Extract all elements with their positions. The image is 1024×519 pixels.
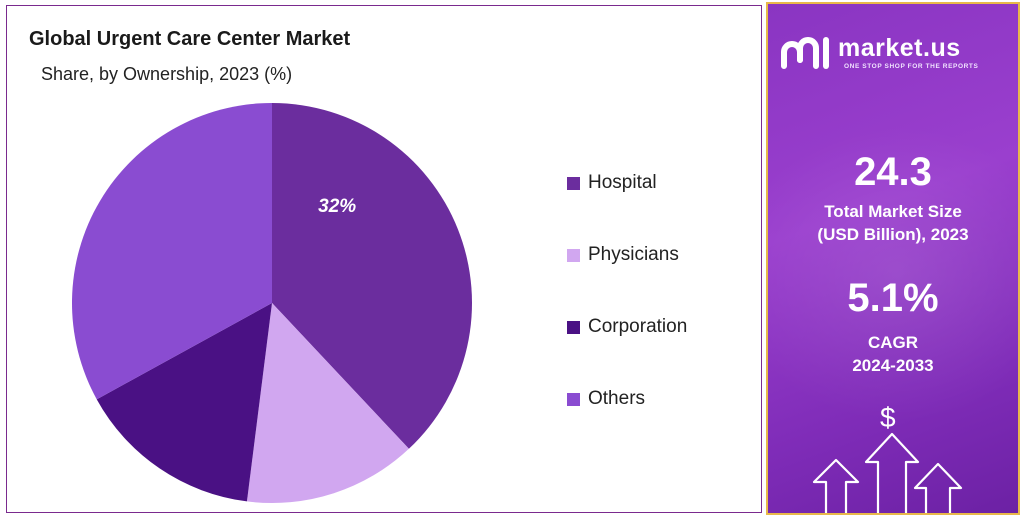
legend-item-hospital: Hospital [567,169,687,197]
legend-swatch [567,392,580,406]
chart-title: Global Urgent Care Center Market [29,28,351,50]
cagr-label-line2: 2024-2033 [852,356,934,375]
market-size-value: 24.3 [854,150,932,194]
brand-name: market.us [838,34,961,62]
cagr-label-line1: CAGR [867,333,919,352]
chart-legend: Hospital Physicians Corporation Others [567,169,687,457]
legend-swatch [567,176,580,190]
legend-label: Hospital [588,172,657,193]
legend-swatch [567,248,580,262]
chart-subtitle: Share, by Ownership, 2023 (%) [41,64,293,84]
cagr-value: 5.1% [847,276,939,320]
data-label-hospital: 32% [318,196,356,217]
brand-logo-icon [781,37,829,69]
legend-label: Physicians [588,244,679,265]
pie-slice-hospital [272,103,472,449]
growth-arrows-icon [812,432,963,513]
market-size-label-line1: Total Market Size [824,202,962,221]
legend-item-corporation: Corporation [567,313,687,341]
pie-slice-others [72,103,273,400]
pie-chart: 32% [72,103,472,503]
summary-panel: market.us ONE STOP SHOP FOR THE REPORTS … [766,2,1020,515]
legend-item-physicians: Physicians [567,241,687,269]
legend-swatch [567,320,580,334]
brand-tagline: ONE STOP SHOP FOR THE REPORTS [844,63,979,70]
pie-slice-corporation [96,303,272,502]
dollar-icon: $ [880,402,896,433]
brand-logo: market.us ONE STOP SHOP FOR THE REPORTS [780,32,1010,72]
legend-label: Others [588,388,646,409]
background-glow [768,124,1018,424]
chart-panel: Global Urgent Care Center Market Share, … [6,5,762,513]
pie-slice-physicians [246,303,409,503]
market-size-label-line2: (USD Billion), 2023 [817,225,969,244]
market-size-label: Total Market Size (USD Billion), 2023 [768,200,1018,246]
legend-item-others: Others [567,385,687,413]
cagr-label: CAGR 2024-2033 [768,331,1018,377]
legend-label: Corporation [588,316,688,337]
